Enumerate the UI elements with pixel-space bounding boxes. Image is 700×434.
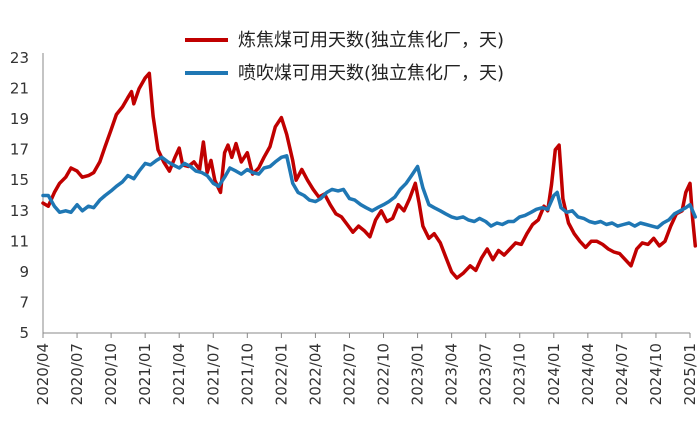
series-line-injection-coal bbox=[41, 154, 698, 230]
x-tick-label: 2023/01 bbox=[409, 343, 427, 405]
y-tick-label: 11 bbox=[10, 232, 29, 250]
y-tick-label: 21 bbox=[10, 80, 29, 98]
y-tick-label: 23 bbox=[10, 49, 29, 67]
y-tick-label: 9 bbox=[19, 263, 29, 281]
x-tick-label: 2022/04 bbox=[306, 343, 324, 405]
x-tick-label: 2020/07 bbox=[68, 343, 86, 405]
series-line-coking-coal bbox=[41, 71, 698, 280]
x-tick-label: 2024/10 bbox=[647, 343, 665, 405]
x-tick-label: 2021/04 bbox=[170, 343, 188, 405]
y-tick-label: 13 bbox=[10, 202, 29, 220]
x-axis: 2020/04 2020/07 2020/10 2021/01 2021/04 2021/… bbox=[34, 332, 699, 405]
x-tick-label: 2020/04 bbox=[34, 343, 52, 405]
x-tick-label: 2022/01 bbox=[272, 343, 290, 405]
x-tick-label: 2022/07 bbox=[340, 343, 358, 405]
x-tick-label: 2020/10 bbox=[102, 343, 120, 405]
x-tick-label: 2021/07 bbox=[204, 343, 222, 405]
x-tick-label: 2024/01 bbox=[545, 343, 563, 405]
x-tick-label: 2025/01 bbox=[681, 343, 699, 405]
x-tick-label: 2024/07 bbox=[613, 343, 631, 405]
y-tick-label: 5 bbox=[19, 324, 29, 342]
y-tick-label: 19 bbox=[10, 110, 29, 128]
y-tick-label: 15 bbox=[10, 171, 29, 189]
x-tick-label: 2022/10 bbox=[375, 343, 393, 405]
legend-label-coking-coal: 炼焦煤可用天数(独立焦化厂，天) bbox=[238, 30, 504, 51]
x-tick-label: 2023/07 bbox=[477, 343, 495, 405]
y-tick-label: 17 bbox=[10, 141, 29, 159]
plot-area bbox=[41, 71, 698, 280]
legend: 炼焦煤可用天数(独立焦化厂，天) 喷吹煤可用天数(独立焦化厂，天) bbox=[185, 30, 504, 84]
y-axis: 5 7 9 11 13 15 17 19 21 23 bbox=[10, 49, 44, 342]
x-tick-label: 2021/10 bbox=[238, 343, 256, 405]
x-tick-label: 2023/04 bbox=[443, 343, 461, 405]
y-tick-label: 7 bbox=[19, 293, 29, 311]
x-tick-label: 2021/01 bbox=[136, 343, 154, 405]
x-tick-label: 2024/04 bbox=[579, 343, 597, 405]
legend-label-injection-coal: 喷吹煤可用天数(独立焦化厂，天) bbox=[238, 63, 504, 84]
x-tick-label: 2023/10 bbox=[511, 343, 529, 405]
